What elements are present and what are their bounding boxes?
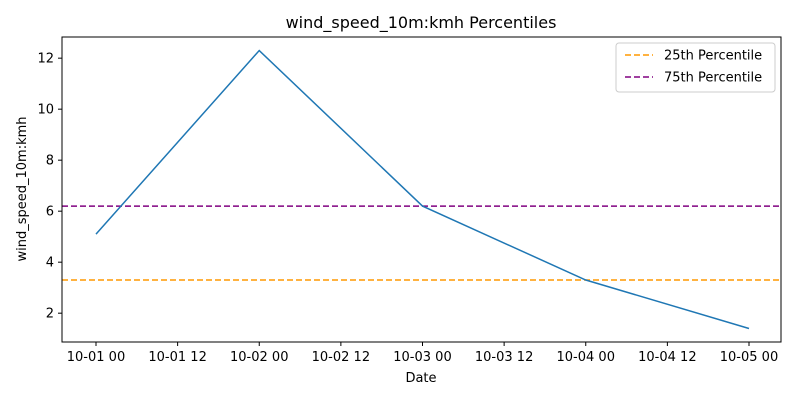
legend-label: 25th Percentile — [664, 49, 762, 64]
y-tick-label: 10 — [37, 103, 54, 118]
x-tick-label: 10-01 00 — [67, 350, 125, 365]
y-tick-label: 8 — [46, 154, 54, 169]
x-tick-label: 10-03 00 — [393, 350, 451, 365]
y-axis: 2 4 6 8 10 12 — [37, 52, 62, 322]
plot-frame — [61, 36, 782, 343]
x-axis: 10-01 00 10-01 12 10-02 00 10-02 12 10-03 00… — [67, 342, 778, 365]
legend: 25th Percentile 75th Percentile — [615, 42, 776, 93]
x-tick-label: 10-04 00 — [557, 350, 615, 365]
legend-box — [615, 42, 776, 93]
y-tick-label: 2 — [46, 307, 54, 322]
x-axis-label: Date — [405, 371, 436, 386]
x-tick-label: 10-05 00 — [720, 350, 778, 365]
x-tick-label: 10-02 00 — [230, 350, 288, 365]
plot-area — [62, 49, 781, 330]
chart-title: wind_speed_10m:kmh Percentiles — [286, 13, 557, 33]
y-tick-label: 12 — [37, 52, 54, 67]
x-tick-label: 10-02 12 — [312, 350, 370, 365]
x-tick-label: 10-03 12 — [475, 350, 533, 365]
x-tick-label: 10-01 12 — [148, 350, 206, 365]
y-axis-label: wind_speed_10m:kmh — [15, 116, 30, 261]
x-tick-label: 10-04 12 — [638, 350, 696, 365]
y-tick-label: 6 — [46, 205, 54, 220]
legend-label: 75th Percentile — [664, 71, 762, 86]
y-tick-label: 4 — [46, 256, 54, 271]
